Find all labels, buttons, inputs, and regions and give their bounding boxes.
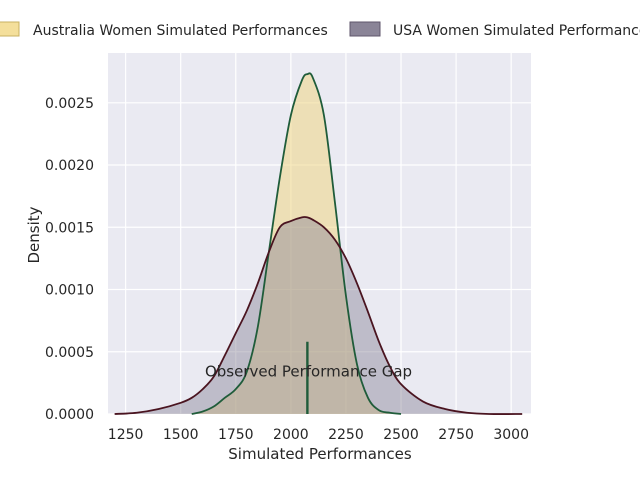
density-line-australia xyxy=(191,72,402,415)
legend-swatch-australia xyxy=(0,21,20,37)
x-tick-label-0: 1250 xyxy=(108,427,144,443)
x-tick-label-7: 3000 xyxy=(493,427,529,443)
y-tick-label-3: 0.0015 xyxy=(45,220,94,236)
x-axis-title: Simulated Performances xyxy=(228,445,412,463)
x-tick-label-6: 2750 xyxy=(438,427,474,443)
y-tick-labels: 0.0000 0.0005 0.0010 0.0015 0.0020 0.0025 xyxy=(45,96,94,423)
legend-label-australia: Australia Women Simulated Performances xyxy=(33,23,328,39)
legend-label-usa: USA Women Simulated Performances xyxy=(393,23,640,39)
x-tick-label-5: 2500 xyxy=(383,427,419,443)
x-tick-label-1: 1500 xyxy=(163,427,199,443)
density-areas xyxy=(114,72,523,415)
y-tick-label-0: 0.0000 xyxy=(45,407,94,423)
area-fill-usa xyxy=(114,216,523,415)
x-tick-label-2: 1750 xyxy=(218,427,254,443)
annotation-observed-gap: Observed Performance Gap xyxy=(205,363,412,381)
x-tick-label-4: 2250 xyxy=(328,427,364,443)
y-tick-label-4: 0.0020 xyxy=(45,158,94,174)
legend-swatch-usa xyxy=(349,21,381,37)
y-tick-label-2: 0.0010 xyxy=(45,283,94,299)
y-tick-label-5: 0.0025 xyxy=(45,96,94,112)
legend: Australia Women Simulated Performances U… xyxy=(0,21,640,39)
area-fill-australia xyxy=(191,73,402,414)
density-line-usa xyxy=(114,216,523,415)
x-tick-labels: 1250 1500 1750 2000 2250 2500 2750 3000 xyxy=(108,427,529,443)
y-axis-title: Density xyxy=(25,206,43,263)
y-tick-label-1: 0.0005 xyxy=(45,345,94,361)
x-tick-label-3: 2000 xyxy=(273,427,309,443)
